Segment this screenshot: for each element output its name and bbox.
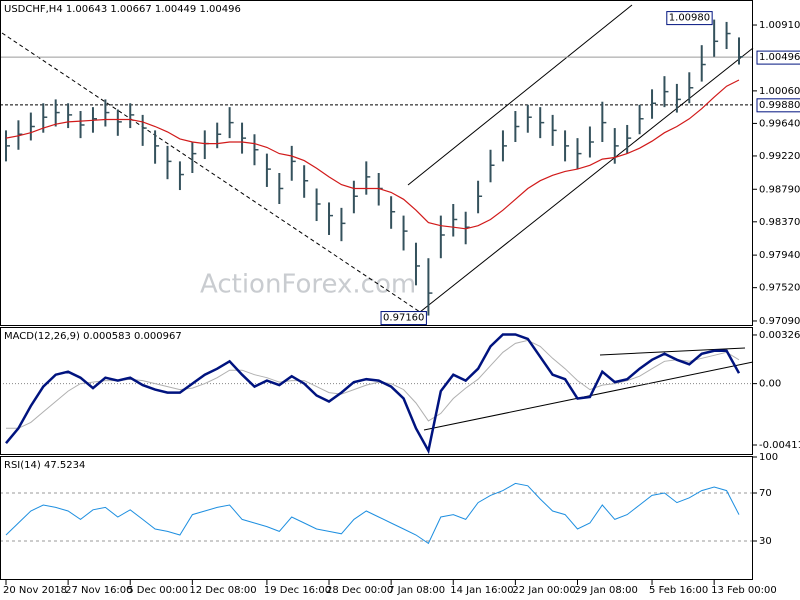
macd-trend-line bbox=[599, 347, 746, 356]
y-tick-label: 0.00 bbox=[759, 379, 781, 390]
x-tick-label: 27 Nov 16:00 bbox=[65, 585, 132, 596]
x-tick-label: 19 Dec 16:00 bbox=[264, 585, 331, 596]
x-tick-label: 14 Jan 16:00 bbox=[450, 585, 513, 596]
price-frame bbox=[0, 0, 753, 326]
y-tick-label: 1.00910 bbox=[759, 20, 800, 31]
level-label-box bbox=[756, 98, 800, 113]
x-tick-label: 13 Feb 00:00 bbox=[711, 585, 777, 596]
x-tick-label: 5 Dec 00:00 bbox=[127, 585, 188, 596]
watermark: ActionForex.com bbox=[200, 270, 416, 300]
x-tick-label: 22 Jan 00:00 bbox=[512, 585, 575, 596]
rsi-title: RSI(14) 47.5234 bbox=[4, 460, 85, 471]
rsi-frame bbox=[0, 456, 753, 580]
rsi-line bbox=[5, 482, 740, 545]
y-tick-label: 0.99220 bbox=[759, 151, 800, 162]
y-tick-label: 0.99640 bbox=[759, 118, 800, 129]
low-annotation: 0.97160 bbox=[383, 313, 424, 324]
high-annotation-box bbox=[666, 11, 713, 26]
macd-frame bbox=[0, 327, 753, 455]
channel-line bbox=[407, 4, 633, 186]
x-tick-label: 28 Dec 00:00 bbox=[326, 585, 393, 596]
high-annotation: 1.00980 bbox=[669, 13, 710, 24]
channel-line bbox=[419, 47, 754, 313]
y-tick-label: -0.004119 bbox=[759, 440, 800, 451]
y-tick-label: 0.97520 bbox=[759, 283, 800, 294]
x-tick-label: 20 Nov 2018 bbox=[3, 585, 67, 596]
y-tick-label: 0.97090 bbox=[759, 316, 800, 327]
level-label: 0.99880 bbox=[759, 100, 800, 111]
y-tick-label: 70 bbox=[759, 488, 772, 499]
last-price-label-box bbox=[756, 50, 800, 65]
y-tick-label: 0.003265 bbox=[759, 330, 800, 341]
x-tick-label: 29 Jan 08:00 bbox=[574, 585, 637, 596]
last-price-label: 1.00496 bbox=[759, 52, 800, 63]
x-tick-label: 12 Dec 08:00 bbox=[189, 585, 256, 596]
moving-average bbox=[5, 79, 740, 230]
y-tick-label: 100 bbox=[759, 452, 778, 463]
y-tick-label: 30 bbox=[759, 536, 772, 547]
price-title: USDCHF,H4 1.00643 1.00667 1.00449 1.0049… bbox=[4, 4, 241, 15]
y-tick-label: 0.98790 bbox=[759, 184, 800, 195]
macd-title: MACD(12,26,9) 0.000583 0.000967 bbox=[4, 331, 182, 342]
x-tick-label: 7 Jan 08:00 bbox=[388, 585, 445, 596]
macd-line bbox=[5, 333, 741, 455]
low-annotation-box bbox=[380, 311, 427, 326]
x-tick-label: 5 Feb 16:00 bbox=[649, 585, 708, 596]
y-tick-label: 0.97940 bbox=[759, 250, 800, 261]
y-tick-label: 0.98370 bbox=[759, 217, 800, 228]
plot-layer bbox=[0, 19, 753, 545]
y-tick-label: 1.00060 bbox=[759, 86, 800, 97]
